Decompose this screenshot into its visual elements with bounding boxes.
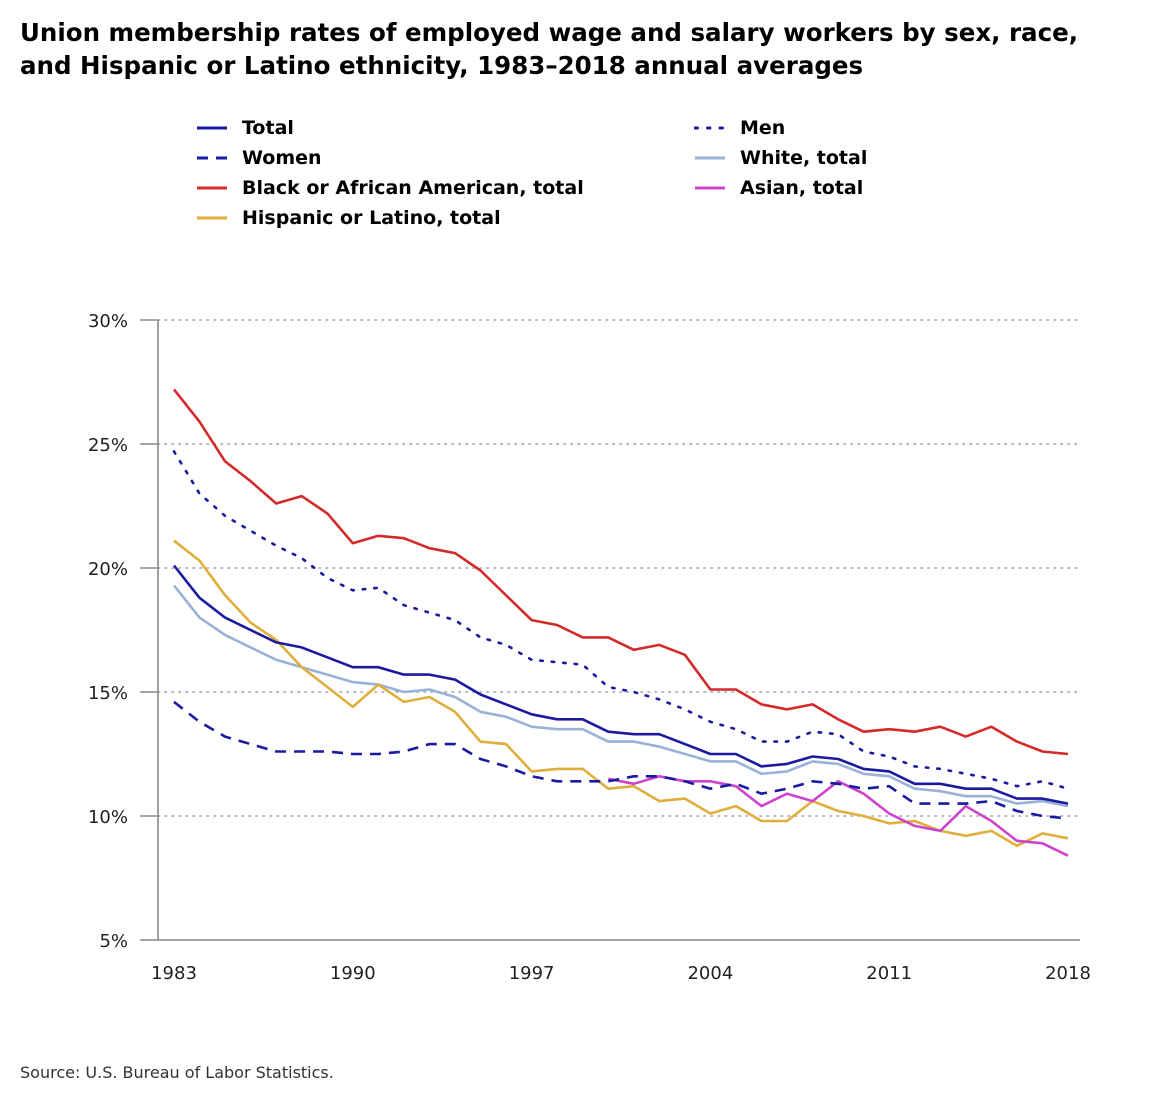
legend-item-asian-total: Asian, total xyxy=(694,176,863,200)
y-tick-label: 25% xyxy=(88,435,128,456)
chart-title: Union membership rates of employed wage … xyxy=(20,18,1079,80)
legend-label: Men xyxy=(740,117,786,139)
legend-label: Black or African American, total xyxy=(242,177,584,199)
y-tick-label: 5% xyxy=(99,931,128,952)
y-tick-label: 20% xyxy=(88,559,128,580)
legend-label: Asian, total xyxy=(740,177,864,199)
y-tick-label: 15% xyxy=(88,683,128,704)
legend-swatch xyxy=(197,126,227,130)
y-tick-label: 30% xyxy=(88,311,128,332)
legend-swatch xyxy=(197,156,227,160)
legend-item-women: Women xyxy=(196,146,322,170)
series-line-total xyxy=(172,564,1069,805)
legend-item-men: Men xyxy=(694,116,785,140)
x-tick-label: 1990 xyxy=(330,963,376,984)
legend-item-black-or-african-american-total: Black or African American, total xyxy=(196,176,584,200)
legend-item-total: Total xyxy=(196,116,294,140)
legend-swatch xyxy=(695,186,725,190)
series-line-men xyxy=(172,450,1070,790)
legend-label: Total xyxy=(242,117,294,139)
legend-swatch xyxy=(197,216,227,220)
legend-label: White, total xyxy=(740,147,868,169)
x-tick-label: 1997 xyxy=(509,963,555,984)
x-tick-label: 2011 xyxy=(866,963,912,984)
legend-swatch xyxy=(695,156,725,160)
series-line-white-total xyxy=(172,584,1069,808)
x-tick-label: 2018 xyxy=(1045,963,1091,984)
legend-swatch xyxy=(694,126,726,130)
legend-label: Hispanic or Latino, total xyxy=(242,207,501,229)
series-line-women xyxy=(173,700,1069,820)
series-line-hispanic-or-latino-total xyxy=(173,539,1069,848)
series-line-black-or-african-american-total xyxy=(172,388,1069,756)
legend-label: Women xyxy=(242,147,322,169)
legend-item-hispanic-or-latino-total: Hispanic or Latino, total xyxy=(196,206,501,230)
x-tick-label: 2004 xyxy=(687,963,733,984)
x-tick-label: 1983 xyxy=(151,963,197,984)
legend-item-white-total: White, total xyxy=(694,146,867,170)
legend-swatch xyxy=(197,186,227,190)
source-note: Source: U.S. Bureau of Labor Statistics. xyxy=(20,1063,334,1082)
y-tick-label: 10% xyxy=(88,807,128,828)
